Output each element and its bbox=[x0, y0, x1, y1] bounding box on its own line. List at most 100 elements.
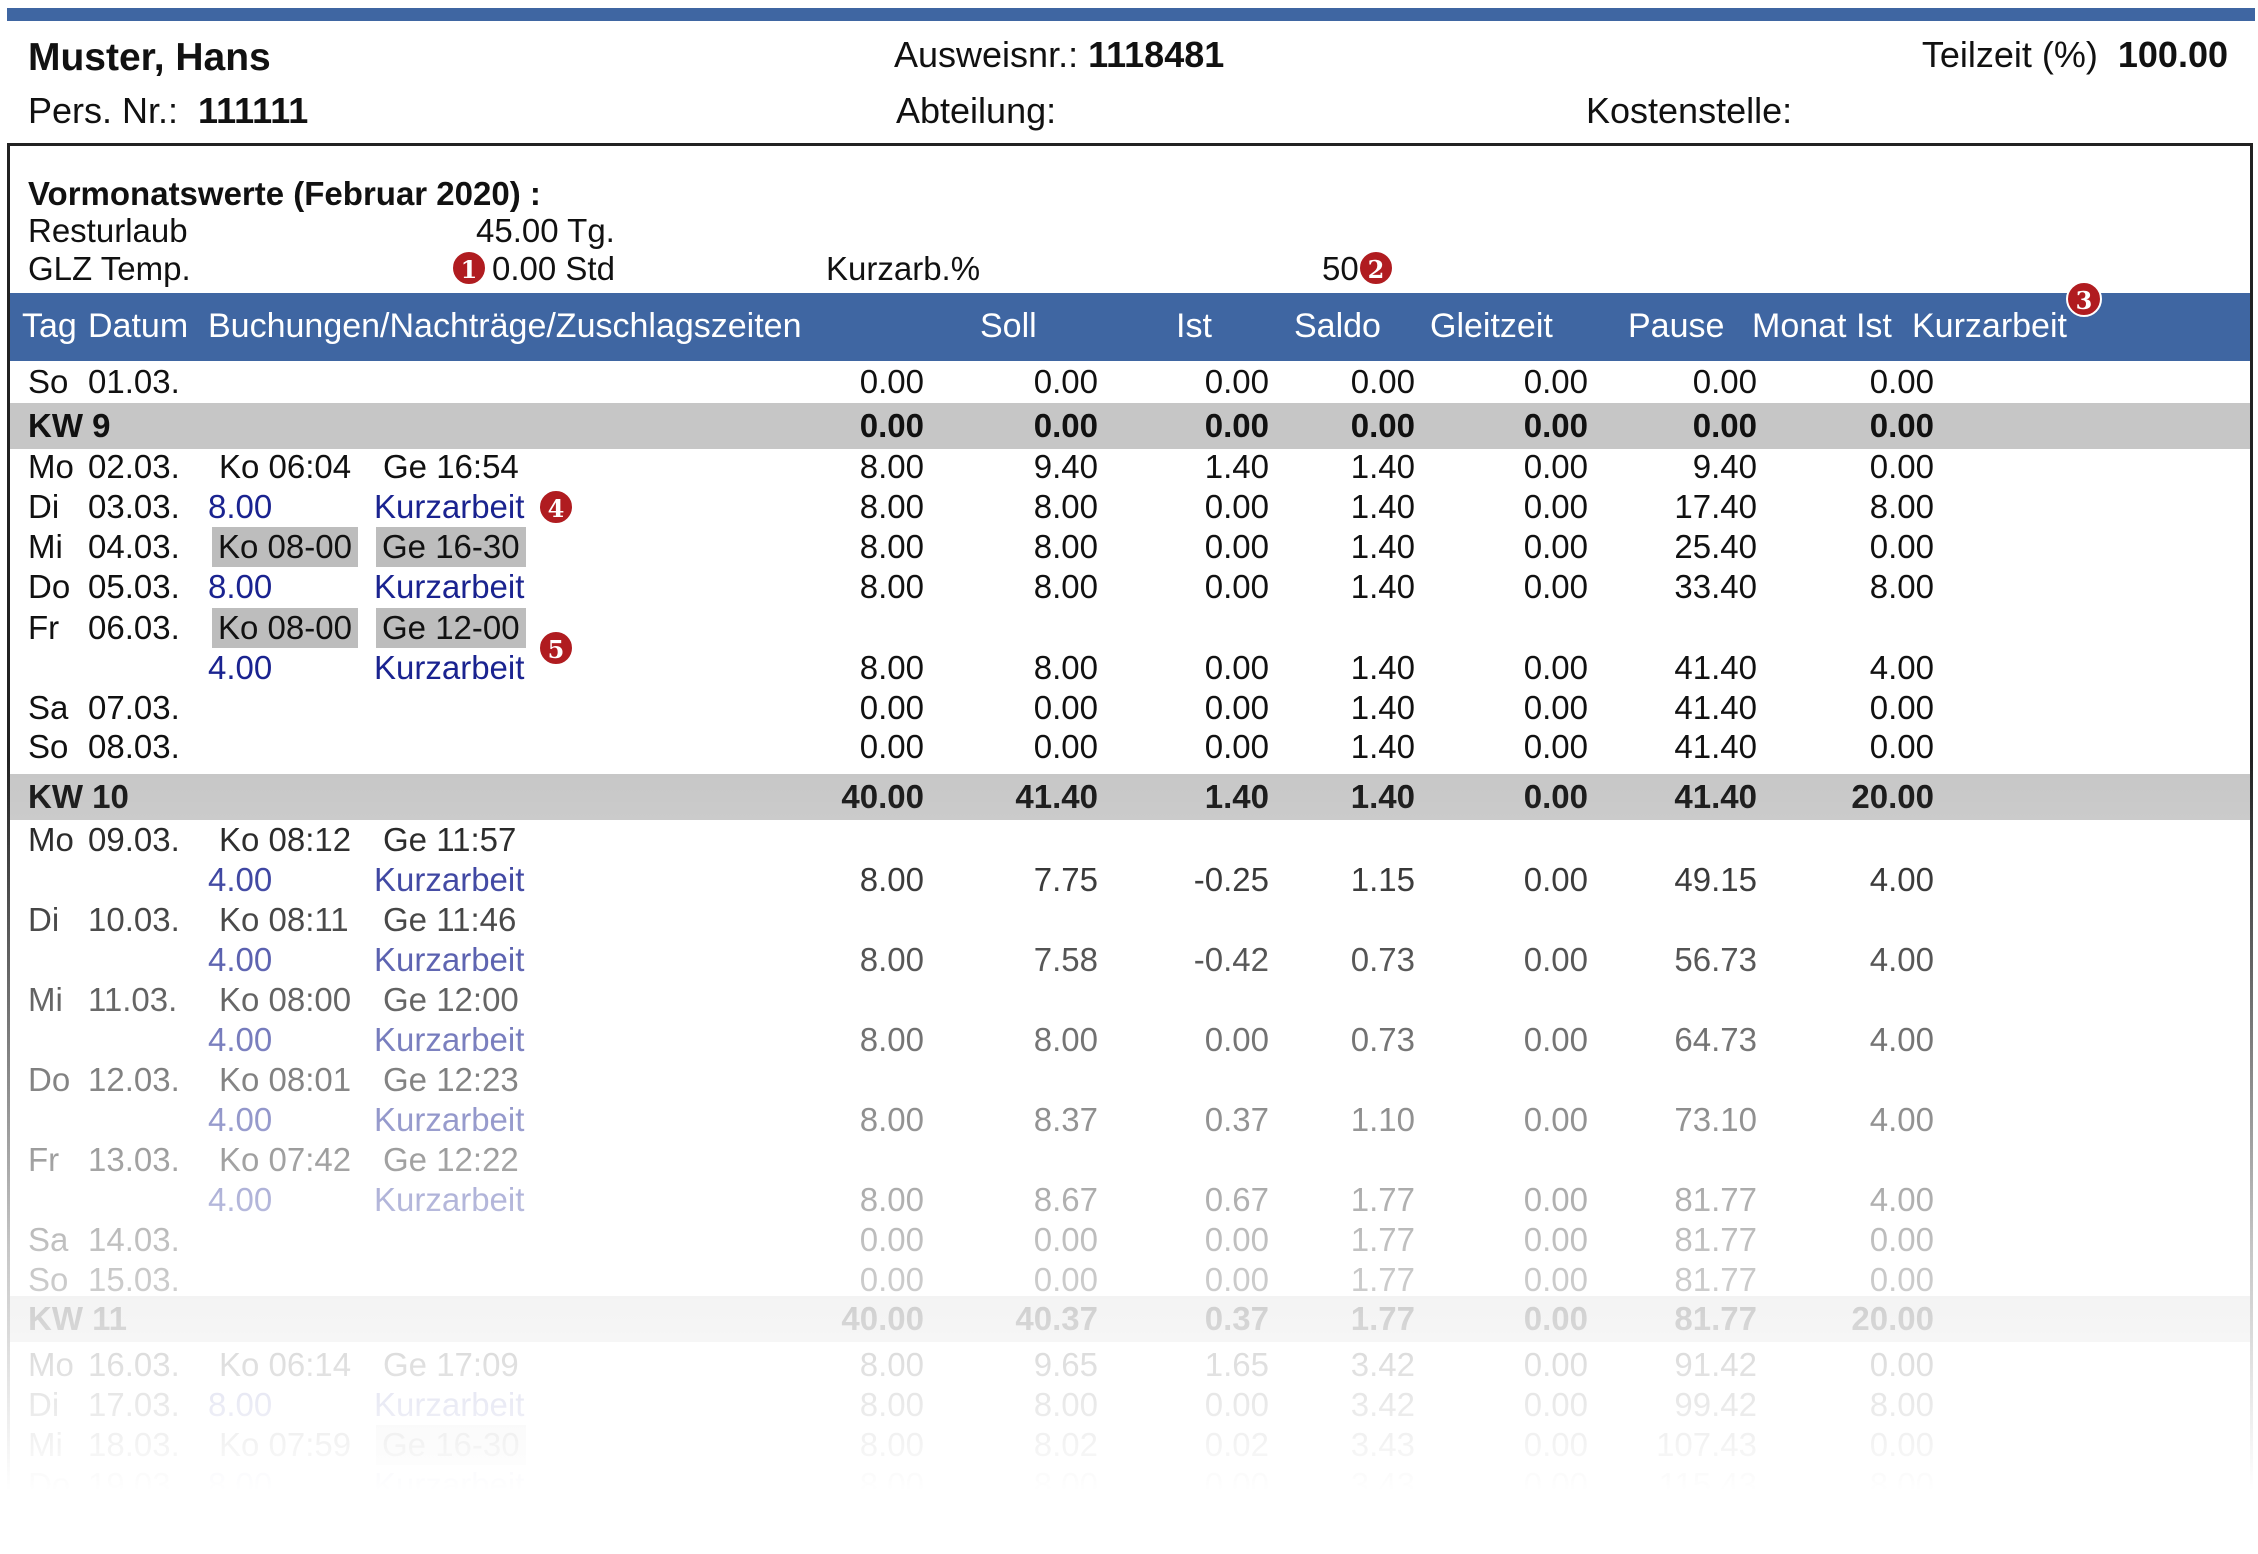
value-pause: 0.00 bbox=[1523, 1261, 1588, 1298]
value-pause: 0.00 bbox=[1523, 1426, 1588, 1463]
booking-in-corrected: Ko 08-00 bbox=[212, 527, 358, 567]
value-kurzarbeit: 4.00 bbox=[1869, 861, 1934, 898]
table-row: Sa 14.03. 0.00 0.00 0.00 1.77 0.00 81.77 0.00 bbox=[10, 1220, 2250, 1260]
badge-5: 5 bbox=[538, 630, 574, 666]
booking-out: Ge 16:54 bbox=[383, 448, 519, 485]
booking-in: Ko 07:59 bbox=[219, 1426, 352, 1463]
value-kurzarbeit: 0.00 bbox=[1869, 728, 1934, 765]
value-saldo: 0.00 bbox=[1204, 1261, 1269, 1298]
value-saldo: 0.00 bbox=[1204, 528, 1269, 565]
value-pause: 0.00 bbox=[1523, 649, 1588, 686]
table-row: Do 05.03. 8.00 Kurzarbeit 8.00 8.00 0.00 1.40 0.… bbox=[10, 567, 2250, 607]
value-soll: 0.00 bbox=[859, 1221, 924, 1258]
value-saldo: 0.02 bbox=[1204, 1426, 1269, 1463]
value-soll: 0.00 bbox=[859, 689, 924, 726]
value-kurzarbeit: 0.00 bbox=[1869, 407, 1934, 444]
value-monat-ist: 0.00 bbox=[1692, 407, 1757, 444]
glz-value: 0.00 Std bbox=[492, 250, 615, 288]
value-ist: 0.00 bbox=[1033, 407, 1098, 444]
value-pause: 0.00 bbox=[1523, 1300, 1588, 1337]
value-monat-ist: 0.00 bbox=[1692, 363, 1757, 400]
value-monat-ist: 9.40 bbox=[1692, 448, 1757, 485]
day-tag: Mi bbox=[28, 981, 63, 1018]
booking-out: Ge 12:23 bbox=[383, 1061, 519, 1098]
value-gleitzeit: 0.73 bbox=[1350, 1021, 1415, 1058]
value-saldo: 0.00 bbox=[1204, 568, 1269, 605]
table-row: 4.00 Kurzarbeit 8.00 7.75 -0.25 1.15 0.00 49.15… bbox=[10, 860, 2250, 900]
personnel-number: Pers. Nr.: 111111 bbox=[28, 90, 308, 132]
week-summary-row: KW 9 0.00 0.00 0.00 0.00 0.00 0.00 0.00 bbox=[10, 403, 2250, 449]
value-soll: 40.00 bbox=[841, 1300, 924, 1337]
day-tag: So bbox=[28, 1261, 69, 1298]
value-gleitzeit: 0.73 bbox=[1350, 941, 1415, 978]
value-pause: 0.00 bbox=[1523, 488, 1588, 525]
value-gleitzeit: 1.40 bbox=[1350, 568, 1415, 605]
value-ist: 8.00 bbox=[1033, 568, 1098, 605]
day-tag: Do bbox=[28, 1466, 71, 1503]
glz-number: 0.00 bbox=[492, 250, 557, 287]
booking-in: Ko 06:14 bbox=[219, 1346, 352, 1383]
value-soll: 0.00 bbox=[859, 1261, 924, 1298]
glz-label: GLZ Temp. bbox=[28, 250, 191, 287]
table-row: Fr 06.03. Ko 08-00 Ge 12-00 bbox=[10, 608, 2250, 648]
day-date: 19.03. bbox=[88, 1466, 180, 1503]
booking-in: Ko 08:01 bbox=[219, 1061, 352, 1098]
value-ist: 41.40 bbox=[1015, 778, 1098, 815]
value-ist: 0.00 bbox=[1033, 1261, 1098, 1298]
value-ist: 9.40 bbox=[1033, 448, 1098, 485]
value-gleitzeit: 0.00 bbox=[1350, 407, 1415, 444]
value-saldo: 0.00 bbox=[1204, 1021, 1269, 1058]
table-row: Mo 16.03. Ko 06:14 Ge 17:09 8.00 9.65 1.65 3.42… bbox=[10, 1345, 2250, 1385]
value-ist: 0.00 bbox=[1033, 363, 1098, 400]
table-row: Do 12.03. Ko 08:01 Ge 12:23 bbox=[10, 1060, 2250, 1100]
value-gleitzeit: 1.77 bbox=[1350, 1300, 1415, 1337]
value-ist: 7.75 bbox=[1033, 861, 1098, 898]
value-ist: 8.00 bbox=[1033, 649, 1098, 686]
value-soll: 8.00 bbox=[859, 1466, 924, 1503]
value-ist: 0.00 bbox=[1033, 689, 1098, 726]
department-label: Abteilung: bbox=[896, 90, 1057, 131]
supplement-type: Kurzarbeit bbox=[374, 1101, 525, 1138]
value-gleitzeit: 1.77 bbox=[1350, 1181, 1415, 1218]
table-row: Mi 11.03. Ko 08:00 Ge 12:00 bbox=[10, 980, 2250, 1020]
value-saldo: 0.00 bbox=[1204, 649, 1269, 686]
badge-3: 3 bbox=[2066, 281, 2102, 317]
booking-in: Ko 07:42 bbox=[219, 1141, 352, 1178]
value-kurzarbeit: 4.00 bbox=[1869, 1021, 1934, 1058]
value-gleitzeit: 1.40 bbox=[1350, 778, 1415, 815]
value-pause: 0.00 bbox=[1523, 1021, 1588, 1058]
value-pause: 0.00 bbox=[1523, 528, 1588, 565]
resturlaub-number: 45.00 bbox=[476, 212, 559, 249]
value-pause: 0.00 bbox=[1523, 689, 1588, 726]
value-monat-ist: 115.43 bbox=[1658, 1466, 1757, 1503]
supplement-hours: 8.00 bbox=[208, 1466, 273, 1503]
day-date: 08.03. bbox=[88, 728, 180, 765]
value-saldo: 0.00 bbox=[1204, 488, 1269, 525]
value-gleitzeit: 1.40 bbox=[1350, 488, 1415, 525]
value-kurzarbeit: 20.00 bbox=[1851, 1300, 1934, 1337]
persnr-label: Pers. Nr.: bbox=[28, 90, 179, 131]
value-gleitzeit: 1.40 bbox=[1350, 528, 1415, 565]
col-tag: Tag bbox=[22, 307, 77, 345]
table-row: Di 03.03. 8.00 Kurzarbeit 8.00 8.00 0.00 1.40 0.… bbox=[10, 487, 2250, 527]
value-saldo: 1.65 bbox=[1204, 1346, 1269, 1383]
persnr-value: 111111 bbox=[198, 90, 309, 131]
value-soll: 8.00 bbox=[859, 528, 924, 565]
previous-month-title: Vormonatswerte (Februar 2020) : bbox=[28, 175, 541, 212]
table-row: Di 10.03. Ko 08:11 Ge 11:46 bbox=[10, 900, 2250, 940]
value-kurzarbeit: 0.00 bbox=[1869, 528, 1934, 565]
value-soll: 0.00 bbox=[859, 728, 924, 765]
table-header: Tag Datum Buchungen/Nachträge/Zuschlagsz… bbox=[10, 293, 2250, 361]
value-saldo: 0.00 bbox=[1204, 689, 1269, 726]
value-ist: 8.00 bbox=[1033, 1466, 1098, 1503]
kurzarb-label: Kurzarb.% bbox=[826, 250, 981, 287]
value-saldo: 1.40 bbox=[1204, 778, 1269, 815]
value-saldo: -0.25 bbox=[1193, 861, 1269, 898]
value-gleitzeit: 1.40 bbox=[1350, 448, 1415, 485]
day-date: 17.03. bbox=[88, 1386, 180, 1423]
day-tag: Di bbox=[28, 901, 60, 938]
badge-1: 1 bbox=[451, 250, 487, 286]
day-date: 11.03. bbox=[88, 981, 178, 1018]
col-kurzarbeit: Kurzarbeit bbox=[1912, 307, 2067, 345]
value-gleitzeit: 1.15 bbox=[1350, 861, 1415, 898]
